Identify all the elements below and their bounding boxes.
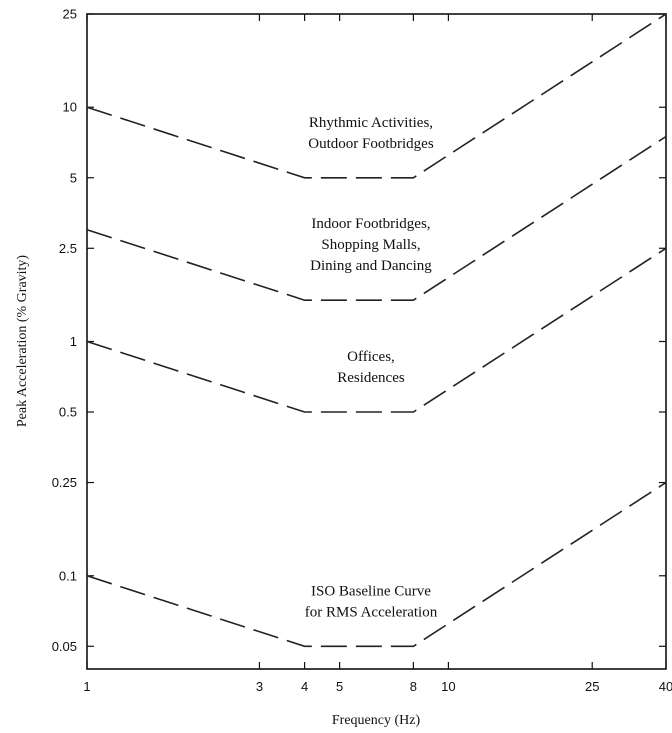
annotation-line: for RMS Acceleration bbox=[305, 604, 438, 620]
curve-annotation-4: ISO Baseline Curve for RMS Acceleration bbox=[305, 583, 438, 620]
y-tick-label: 5 bbox=[70, 170, 77, 185]
curve-line-3 bbox=[86, 247, 667, 413]
acceleration-curves bbox=[86, 13, 667, 648]
x-tick-label: 25 bbox=[585, 679, 599, 694]
x-axis-title: Frequency (Hz) bbox=[332, 713, 421, 728]
y-tick-label: 2.5 bbox=[59, 241, 77, 256]
y-tick-label: 0.05 bbox=[52, 639, 77, 654]
y-tick-label: 0.25 bbox=[52, 475, 77, 490]
curve-annotation-3: Offices, Residences bbox=[337, 349, 405, 386]
annotation-line: Indoor Footbridges, bbox=[311, 216, 430, 232]
curve-line-4 bbox=[86, 481, 667, 648]
y-axis-title: Peak Acceleration (% Gravity) bbox=[15, 255, 30, 428]
x-tick-label: 10 bbox=[441, 679, 455, 694]
x-tick-label: 3 bbox=[256, 679, 263, 694]
curve-annotation-1: Rhythmic Activities, Outdoor Footbridges bbox=[308, 115, 434, 152]
annotation-line: ISO Baseline Curve bbox=[311, 583, 431, 599]
annotation-line: Outdoor Footbridges bbox=[308, 136, 434, 152]
y-tick-label: 0.5 bbox=[59, 405, 77, 420]
y-tick-label: 10 bbox=[63, 100, 77, 115]
x-axis-ticks: 1 3 4 5 8 10 25 40 bbox=[83, 14, 672, 694]
annotation-line: Residences bbox=[337, 370, 405, 386]
x-tick-label: 8 bbox=[410, 679, 417, 694]
y-tick-label: 25 bbox=[63, 7, 77, 22]
annotation-line: Dining and Dancing bbox=[310, 258, 432, 274]
x-tick-label: 5 bbox=[336, 679, 343, 694]
x-tick-label: 40 bbox=[659, 679, 672, 694]
curve-annotation-2: Indoor Footbridges, Shopping Malls, Dining… bbox=[310, 216, 432, 274]
x-tick-label: 4 bbox=[301, 679, 308, 694]
annotation-line: Rhythmic Activities, bbox=[309, 115, 433, 131]
curve-annotations: Rhythmic Activities, Outdoor Footbridges I… bbox=[305, 115, 438, 621]
curve-line-1 bbox=[86, 13, 667, 179]
plot-frame bbox=[86, 13, 667, 670]
y-tick-label: 1 bbox=[70, 334, 77, 349]
y-tick-label: 0.1 bbox=[59, 568, 77, 583]
x-tick-label: 1 bbox=[83, 679, 90, 694]
annotation-line: Shopping Malls, bbox=[321, 237, 420, 253]
annotation-line: Offices, bbox=[347, 349, 395, 365]
curve-line-2 bbox=[86, 135, 667, 302]
y-axis-ticks: 0.05 0.1 0.25 0.5 1 2.5 5 10 25 bbox=[52, 7, 666, 654]
